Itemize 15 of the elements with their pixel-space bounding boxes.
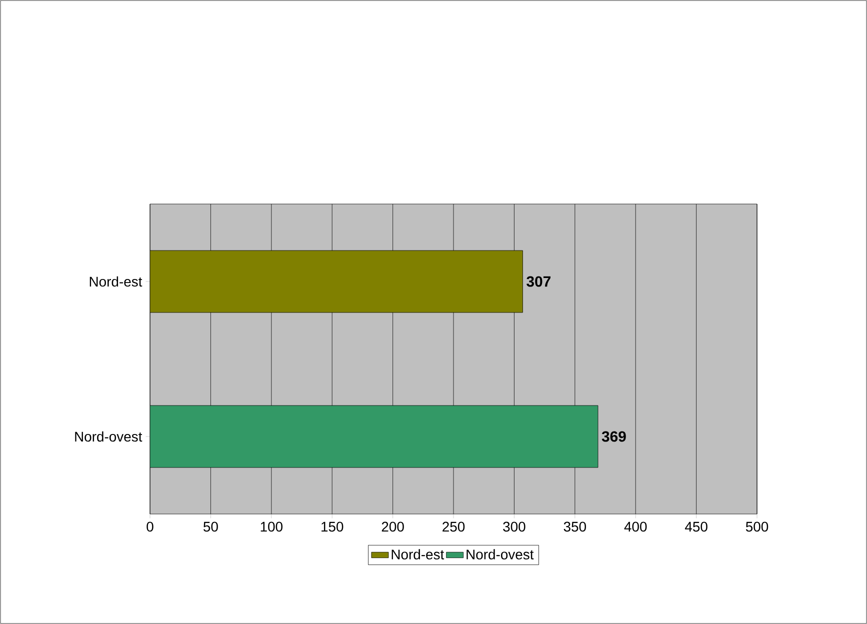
x-tick-label: 200 [382, 522, 404, 532]
legend-label: Nord-est [392, 549, 444, 560]
x-tick-label: 350 [564, 522, 586, 532]
x-tick-label: 400 [624, 522, 647, 532]
x-tick-label: 300 [503, 522, 526, 532]
x-tick-label: 0 [146, 522, 154, 532]
x-tick-label: 150 [322, 522, 344, 532]
x-tick-label: 450 [684, 522, 708, 532]
data-label: 369 [602, 431, 626, 442]
legend-label: Nord-ovest [466, 549, 534, 560]
data-label: 307 [526, 276, 550, 287]
x-tick-label: 50 [204, 522, 218, 532]
x-tick-label: 500 [746, 522, 768, 532]
x-tick-label: 100 [260, 522, 282, 532]
x-tick-label: 250 [442, 522, 465, 532]
